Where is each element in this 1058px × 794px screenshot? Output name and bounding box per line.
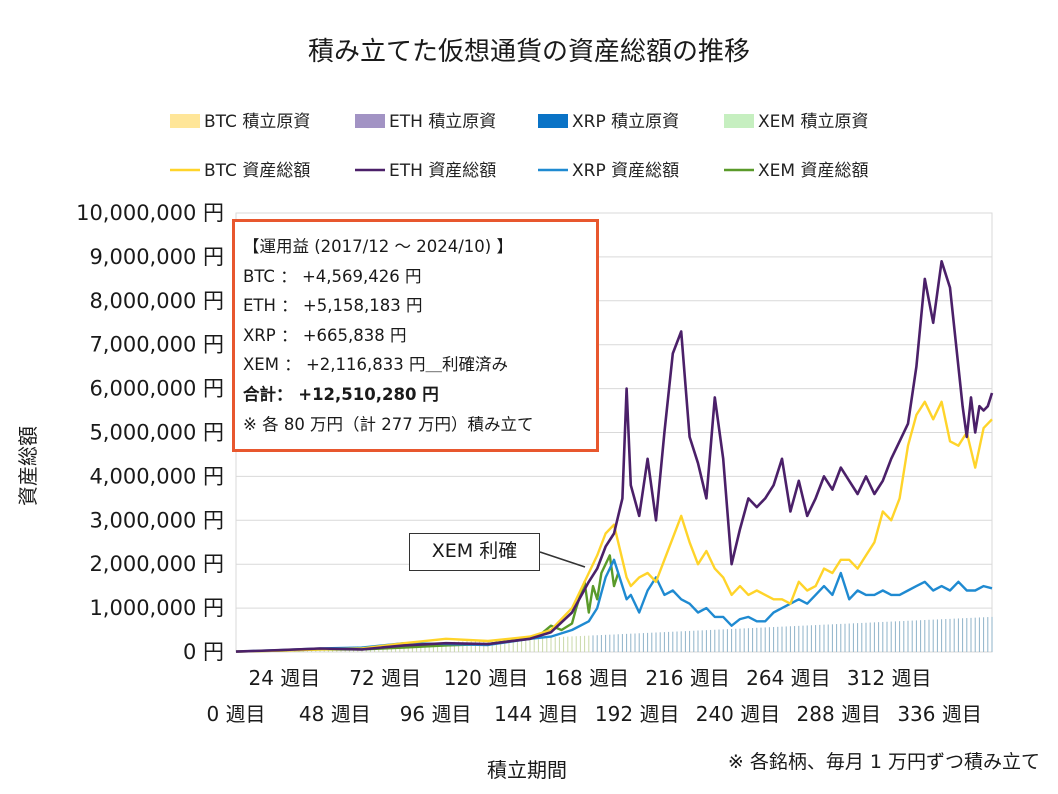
x-tick-label: 168 週目 [545,666,630,690]
y-tick-label: 2,000,000 円 [89,552,224,576]
info-xem: XEM ： +2,116,833 円＿利確済み [243,355,508,375]
legend-swatch [170,114,200,128]
x-tick-label: 336 週目 [897,702,982,726]
legend-label: ETH 資産総額 [389,161,496,181]
x-tick-label: 192 週目 [595,702,680,726]
btc-total-line [235,400,993,653]
principal-area [239,616,993,652]
legend-label: ETH 積立原資 [389,112,496,132]
info-heading: 【運用益 (2017/12 ～ 2024/10) 】 [243,237,513,256]
y-tick-label: 6,000,000 円 [89,377,224,401]
legend-label: BTC 資産総額 [204,161,310,181]
y-tick-label: 5,000,000 円 [89,421,224,445]
info-total: 合計： +12,510,280 円 [243,384,439,404]
y-tick-label: 1,000,000 円 [89,596,224,620]
callout-pointer [539,551,586,568]
info-eth: ETH ： +5,158,183 円 [243,296,423,316]
y-tick-label: 9,000,000 円 [89,245,224,269]
x-tick-label: 0 週目 [206,702,265,726]
y-tick-label: 0 円 [183,640,224,664]
x-tick-label: 24 週目 [248,666,320,690]
y-tick-label: 4,000,000 円 [89,464,224,488]
legend-label: BTC 積立原資 [204,112,310,132]
legend-label: XEM 資産総額 [758,161,868,181]
info-note: ※ 各 80 万円（計 277 万円）積み立て [243,414,534,434]
x-tick-label: 264 週目 [746,666,831,690]
x-tick-label: 288 週目 [797,702,882,726]
y-tick-label: 8,000,000 円 [89,289,224,313]
series-lines [235,259,994,653]
y-tick-label: 7,000,000 円 [89,333,224,357]
legend: BTC 積立原資 ETH 積立原資 XRP 積立原資 XEM 積立原資 BTC 資産総額… [170,112,868,181]
x-tick-label: 48 週目 [299,702,371,726]
x-tick-label: 240 週目 [696,702,781,726]
legend-label: XEM 積立原資 [758,112,868,132]
y-axis-label: 資産総額 [16,426,40,506]
xrp-total-line [235,558,993,653]
info-btc: BTC ： +4,569,426 円 [243,266,422,286]
legend-swatch [538,114,568,128]
chart-title: 積み立てた仮想通貨の資産総額の推移 [308,37,750,67]
x-tick-label: 96 週目 [400,702,472,726]
xem-profit-callout: XEM 利確 [409,533,540,571]
x-tick-label: 120 週目 [444,666,529,690]
x-tick-label: 312 週目 [847,666,932,690]
footnote: ※ 各銘柄、毎月 1 万円ずつ積み立て [728,751,1040,773]
x-tick-label: 72 週目 [349,666,421,690]
x-tick-label: 144 週目 [494,702,579,726]
y-tick-label: 10,000,000 円 [76,201,224,225]
legend-swatch [355,114,385,128]
legend-label: XRP 積立原資 [572,112,679,132]
profit-info-box: 【運用益 (2017/12 ～ 2024/10) 】 BTC ： +4,569,… [232,219,599,452]
x-tick-label: 216 週目 [645,666,730,690]
x-axis-label: 積立期間 [487,758,567,782]
y-tick-label: 3,000,000 円 [89,508,224,532]
eth-total-line [235,259,994,653]
xem-total-line [235,554,620,653]
x-axis-ticks: 24 週目 72 週目 120 週目 168 週目 216 週目 264 週目 312 週目… [206,666,981,726]
y-axis-ticks: 0 円 1,000,000 円 2,000,000 円 3,000,000 円 4,00… [76,201,224,664]
legend-label: XRP 資産総額 [572,161,679,181]
legend-swatch [724,114,754,128]
info-xrp: XRP ： +665,838 円 [243,325,407,345]
